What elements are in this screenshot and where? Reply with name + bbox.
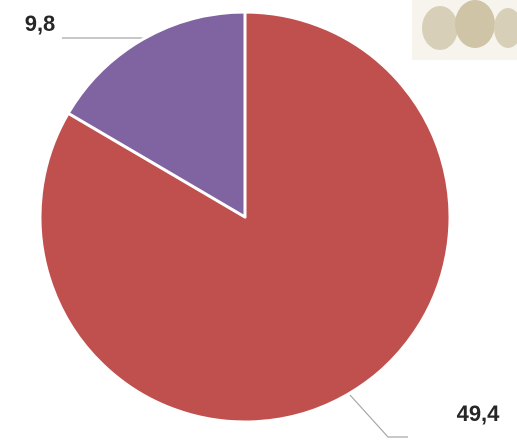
leader-line xyxy=(349,394,408,438)
data-label: 9,8 xyxy=(25,11,56,36)
data-label: 49,4 xyxy=(457,401,501,426)
pie-slice xyxy=(38,10,452,424)
pie-slice xyxy=(66,10,247,219)
money-bags-picture xyxy=(412,0,517,60)
